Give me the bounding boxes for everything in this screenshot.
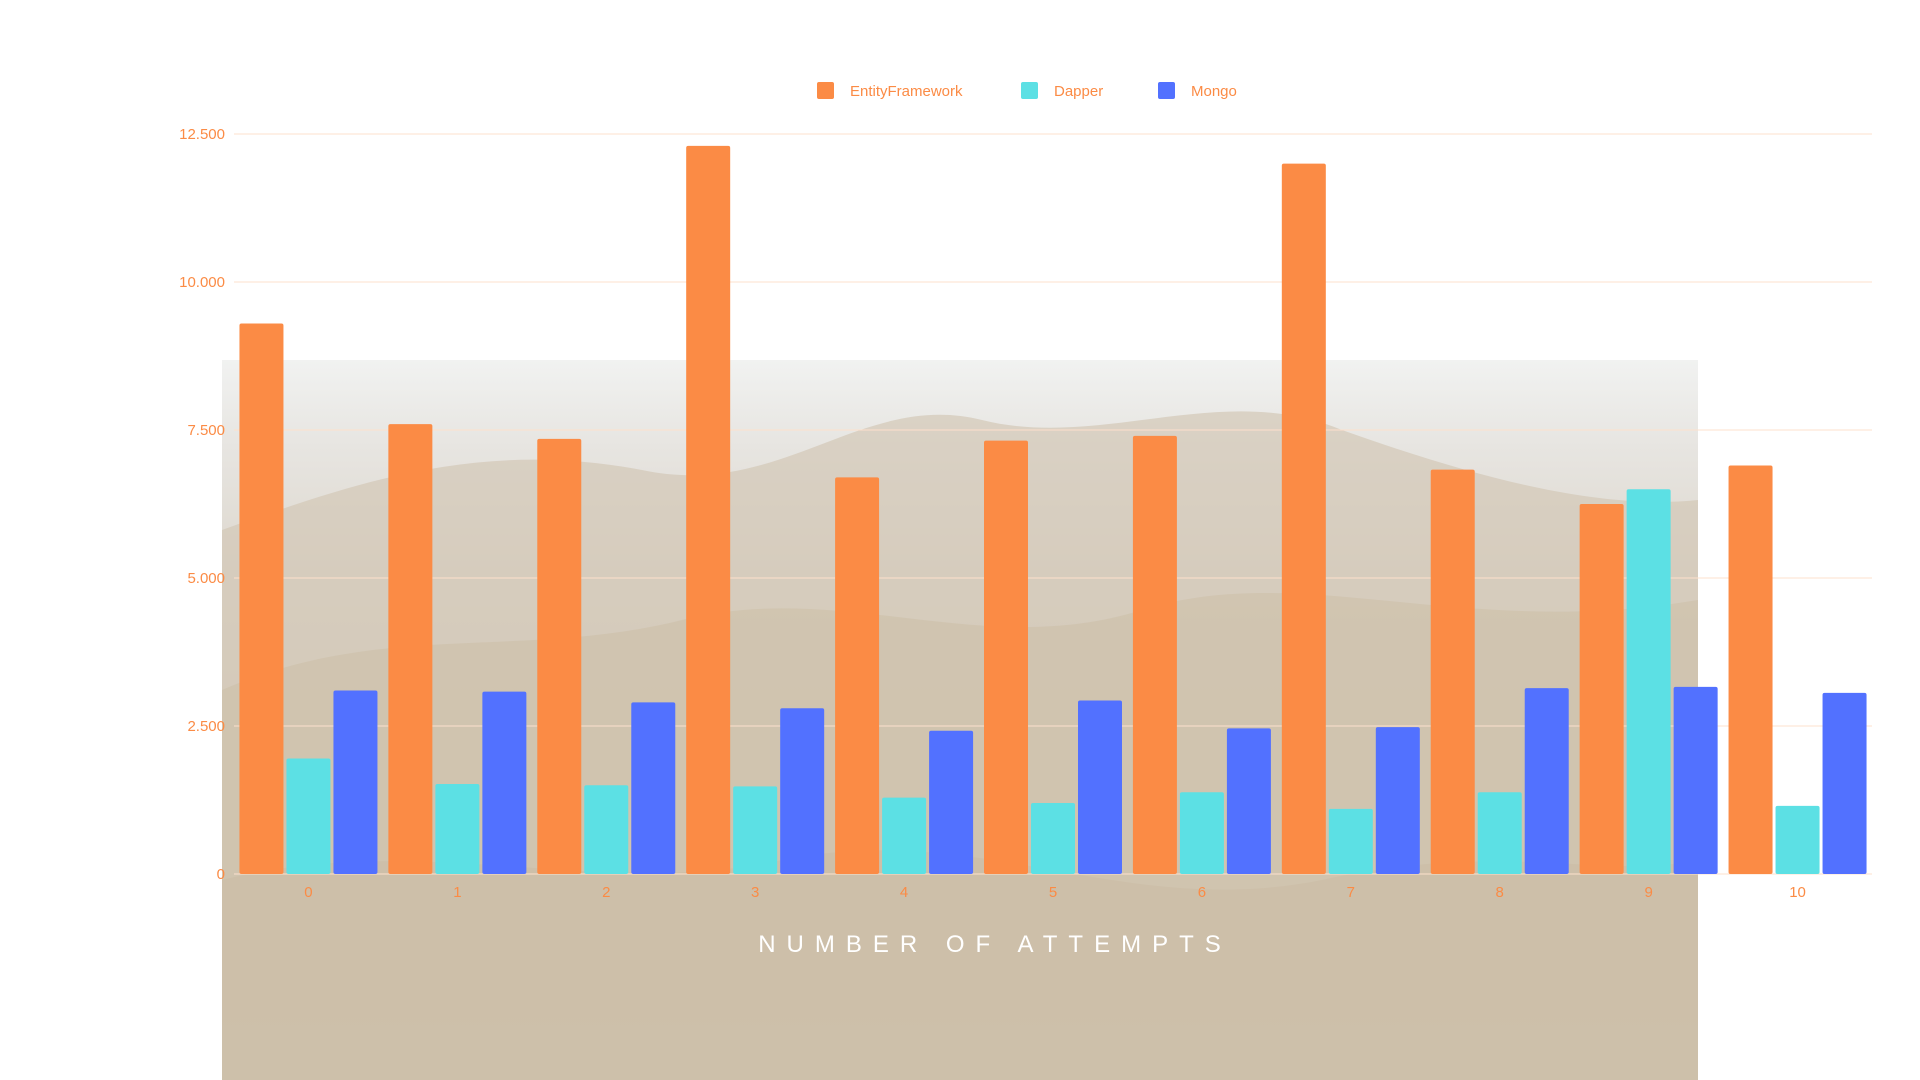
bar-mongo-5: [1078, 700, 1122, 874]
x-tick-label: 6: [1198, 884, 1206, 901]
bar-entityframework-2: [537, 438, 582, 874]
bar-dapper-8: [1477, 792, 1522, 874]
x-tick-label: 7: [1347, 884, 1355, 901]
legend-label-dapper: Dapper: [1054, 83, 1103, 100]
bar-dapper-4: [882, 797, 927, 874]
x-tick-label: 1: [453, 884, 461, 901]
x-tick-label: 5: [1049, 884, 1057, 901]
x-axis-title: NUMBER OF ATTEMPTS: [758, 931, 1232, 958]
bar-dapper-10: [1775, 805, 1820, 874]
y-tick-label: 10.000: [179, 274, 225, 291]
bar-entityframework-8: [1430, 469, 1475, 874]
y-axis-tick-labels: 0 2.500 5.000 7.500 10.000 12.500: [179, 126, 225, 883]
bar-mongo-1: [482, 691, 527, 874]
bar-entityframework-5: [984, 440, 1028, 874]
y-tick-label: 2.500: [187, 718, 225, 735]
bar-mongo-9: [1673, 686, 1718, 874]
x-tick-label: 2: [602, 884, 610, 901]
bar-entityframework-9: [1579, 504, 1624, 874]
bar-entityframework-7: [1281, 163, 1326, 875]
y-tick-label: 12.500: [179, 126, 225, 143]
y-tick-label: 0: [217, 866, 225, 883]
bar-dapper-5: [1031, 802, 1075, 874]
bar-mongo-8: [1524, 688, 1569, 874]
bars: [239, 145, 1867, 875]
legend-label-entityframework: EntityFramework: [850, 83, 963, 100]
bar-entityframework-4: [835, 477, 880, 874]
gridlines: [234, 133, 1872, 875]
bar-dapper-7: [1328, 808, 1373, 874]
bar-entityframework-6: [1132, 435, 1177, 874]
x-tick-label: 9: [1644, 884, 1652, 901]
x-tick-label: 8: [1496, 884, 1504, 901]
bar-mongo-0: [333, 690, 378, 874]
bar-mongo-6: [1226, 728, 1271, 874]
bar-entityframework-1: [388, 424, 433, 874]
bar-entityframework-3: [686, 145, 731, 875]
legend-swatch-dapper: [1021, 82, 1038, 99]
bar-mongo-10: [1822, 692, 1867, 874]
x-tick-label: 3: [751, 884, 759, 901]
bar-dapper-3: [733, 786, 778, 874]
legend-label-mongo: Mongo: [1191, 83, 1237, 100]
bar-mongo-2: [631, 702, 676, 874]
y-tick-label: 5.000: [187, 570, 225, 587]
bar-mongo-7: [1375, 727, 1420, 874]
x-axis-tick-labels: 0 1 2 3 4 5 6 7 8 9 10: [304, 884, 1806, 901]
bar-dapper-0: [286, 758, 331, 874]
bar-mongo-4: [929, 730, 974, 874]
legend-swatch-mongo: [1158, 82, 1175, 99]
y-tick-label: 7.500: [187, 422, 225, 439]
bar-entityframework-10: [1728, 465, 1773, 874]
x-tick-label: 0: [304, 884, 312, 901]
bar-dapper-9: [1626, 489, 1671, 874]
legend: EntityFramework Dapper Mongo: [817, 82, 1237, 100]
x-tick-label: 4: [900, 884, 908, 901]
legend-swatch-entityframework: [817, 82, 834, 99]
x-tick-label: 10: [1789, 884, 1806, 901]
bar-entityframework-0: [239, 323, 284, 874]
bar-dapper-2: [584, 785, 629, 874]
bar-dapper-6: [1179, 792, 1224, 874]
bar-dapper-1: [435, 784, 480, 874]
bar-mongo-3: [780, 708, 825, 874]
